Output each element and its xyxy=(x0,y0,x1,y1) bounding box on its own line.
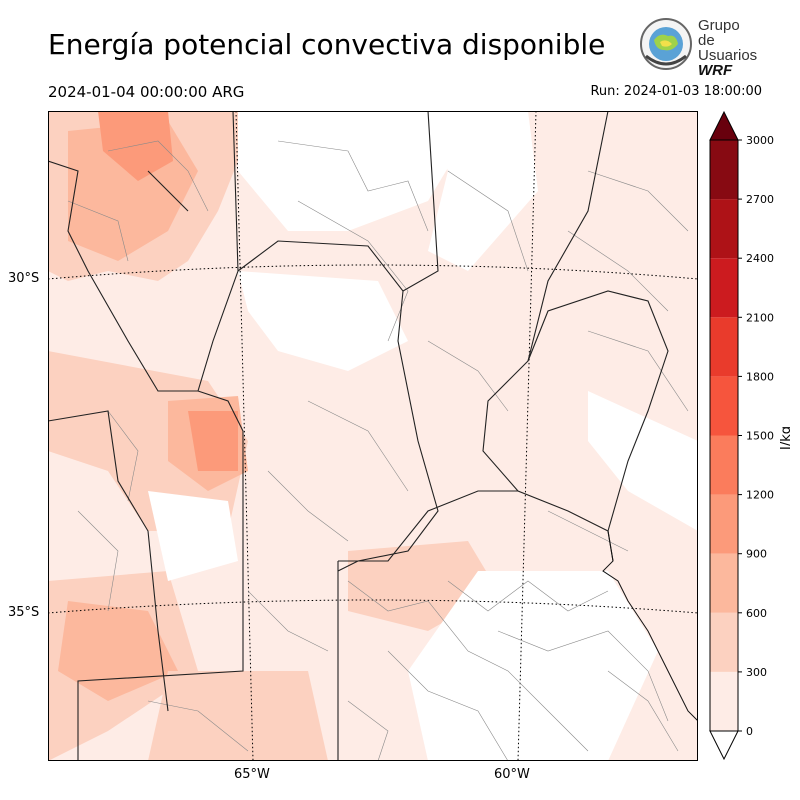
colorbar-blocks xyxy=(709,110,739,761)
logo-line-2: Usuarios xyxy=(698,47,758,64)
colorbar-block xyxy=(710,494,738,554)
colorbar-block xyxy=(710,612,738,672)
lon-label-65w: 65°W xyxy=(234,767,270,782)
colorbar-tick-label: 900 xyxy=(746,548,767,561)
colorbar-tick-label: 2400 xyxy=(746,252,774,265)
colorbar-block xyxy=(710,671,738,731)
colorbar-block xyxy=(710,258,738,318)
lat-label-30s: 30°S xyxy=(8,271,40,286)
colorbar-block xyxy=(710,140,738,200)
province-borders xyxy=(48,111,669,761)
colorbar-unit: J/kg xyxy=(779,426,790,451)
cape-map xyxy=(48,111,698,761)
colorbar: 0 300 600 900 1200 1500 1800 2100 2400 2700 3000 J… xyxy=(709,110,790,761)
coastline xyxy=(602,530,698,722)
colorbar-tick-label: 600 xyxy=(746,607,767,620)
cape-field xyxy=(48,111,498,761)
logo-line-1: Grupo de xyxy=(698,17,740,49)
logo-line-3: WRF xyxy=(698,62,733,79)
colorbar-lower-extension xyxy=(709,730,739,761)
colorbar-block xyxy=(710,435,738,495)
colorbar-upper-extension xyxy=(709,110,739,141)
lat-label-35s: 35°S xyxy=(8,605,40,620)
colorbar-block xyxy=(710,376,738,436)
colorbar-tick-label: 300 xyxy=(746,666,767,679)
colorbar-tick-label: 2700 xyxy=(746,193,774,206)
colorbar-block xyxy=(710,199,738,259)
colorbar-tick-label: 3000 xyxy=(746,134,774,147)
colorbar-tick-label: 2100 xyxy=(746,311,774,324)
page-title: Energía potencial convectiva disponible xyxy=(48,28,606,61)
colorbar-tick-label: 0 xyxy=(746,725,753,738)
low-cape-areas xyxy=(148,111,698,761)
colorbar-tick-label: 1800 xyxy=(746,370,774,383)
valid-time: 2024-01-04 00:00:00 ARG xyxy=(48,83,245,101)
colorbar-block xyxy=(710,553,738,613)
wrf-users-logo: Grupo de Usuarios WRF xyxy=(638,16,758,78)
colorbar-ticks: 0 300 600 900 1200 1500 1800 2100 2400 2700 3000 xyxy=(738,134,774,738)
lon-label-60w: 60°W xyxy=(494,767,530,782)
boundaries xyxy=(67,140,689,761)
colorbar-tick-label: 1200 xyxy=(746,489,774,502)
globe-logo-icon xyxy=(640,18,692,70)
run-time: Run: 2024-01-03 18:00:00 xyxy=(590,84,762,99)
colorbar-tick-label: 1500 xyxy=(746,430,774,443)
colorbar-block xyxy=(710,317,738,377)
